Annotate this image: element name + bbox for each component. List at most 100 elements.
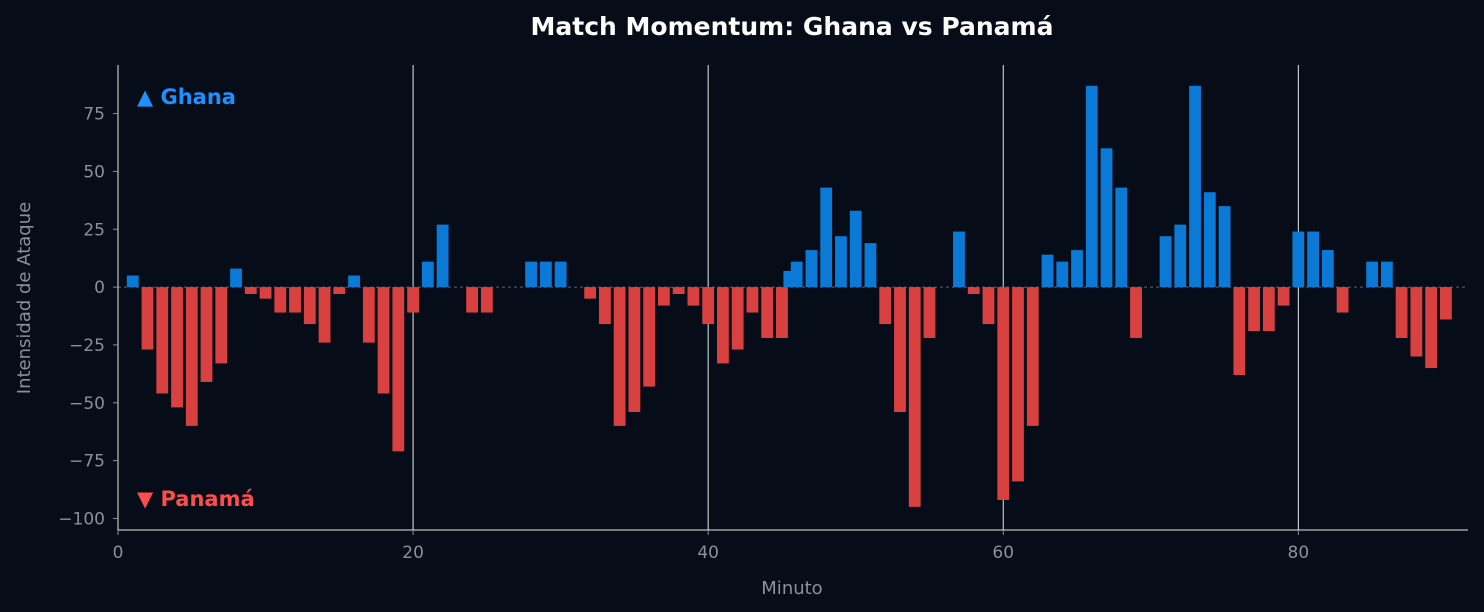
chart-title: Match Momentum: Ghana vs Panamá [531, 12, 1054, 41]
bar-ghana [1174, 224, 1187, 288]
bar-ghana [864, 243, 877, 288]
bar-ghana [348, 275, 360, 288]
bar-ghana [783, 270, 796, 288]
bar-panama [1439, 287, 1452, 320]
bar-ghana [820, 187, 833, 288]
bar-panama [598, 287, 611, 325]
bar-ghana [805, 250, 818, 288]
bar-ghana [436, 224, 449, 288]
bar-ghana [126, 275, 139, 288]
bar-panama [480, 287, 493, 313]
bar-panama [215, 287, 228, 364]
bar-panama [185, 287, 198, 426]
bar-ghana [1307, 231, 1319, 288]
legend-ghana: ▲ Ghana [137, 85, 236, 109]
bar-ghana [1366, 261, 1378, 288]
x-axis-label: Minuto [761, 578, 822, 599]
y-tick-label: 25 [83, 220, 105, 240]
y-tick-label: 50 [83, 162, 105, 182]
bar-panama [628, 287, 641, 413]
bar-panama [894, 287, 906, 413]
x-tick-label: 0 [113, 543, 124, 563]
x-tick-label: 60 [992, 543, 1014, 563]
bar-ghana [230, 268, 242, 288]
bar-ghana [1189, 85, 1201, 288]
bar-panama [731, 287, 744, 350]
x-tick-label: 80 [1288, 543, 1310, 563]
y-tick-label: −25 [69, 336, 105, 356]
y-axis-label: Intensidad de Ataque [14, 202, 35, 394]
bar-panama [333, 287, 346, 295]
bar-panama [303, 287, 316, 325]
bar-panama [274, 287, 287, 313]
bar-ghana [1056, 261, 1069, 288]
bar-panama [702, 287, 715, 325]
bar-ghana [1292, 231, 1305, 288]
bar-panama [362, 287, 375, 343]
y-tick-label: 0 [94, 278, 105, 298]
bar-ghana [1159, 236, 1172, 288]
y-tick-label: −100 [58, 509, 105, 529]
bar-panama [1026, 287, 1039, 426]
bar-panama [776, 287, 788, 338]
bar-panama [1277, 287, 1290, 306]
bar-ghana [1041, 254, 1054, 288]
bar-panama [1012, 287, 1024, 482]
bar-ghana [539, 261, 552, 288]
bar-panama [717, 287, 729, 364]
x-tick-label: 40 [697, 543, 719, 563]
bar-panama [967, 287, 980, 295]
x-tick-label: 20 [402, 543, 424, 563]
bar-ghana [1218, 206, 1231, 288]
bar-panama [318, 287, 331, 343]
bar-panama [672, 287, 685, 295]
bar-panama [879, 287, 892, 325]
bar-panama [200, 287, 213, 382]
bar-panama [1410, 287, 1423, 357]
bar-ghana [1115, 187, 1128, 288]
bars [126, 85, 1452, 507]
bar-panama [908, 287, 921, 507]
bar-panama [1425, 287, 1438, 369]
bar-panama [687, 287, 700, 306]
bar-panama [1248, 287, 1260, 332]
bar-ghana [1203, 192, 1216, 288]
y-tick-label: 75 [83, 105, 105, 125]
bar-panama [1395, 287, 1408, 338]
bar-panama [1233, 287, 1246, 375]
bar-panama [923, 287, 936, 338]
bar-panama [643, 287, 656, 387]
bar-ghana [953, 231, 965, 288]
bar-panama [259, 287, 272, 299]
bar-panama [466, 287, 478, 313]
bar-panama [156, 287, 169, 394]
bar-panama [289, 287, 301, 313]
bar-panama [141, 287, 154, 350]
bar-panama [658, 287, 670, 306]
axes [117, 65, 1468, 531]
bar-ghana [1071, 250, 1083, 288]
bar-ghana [525, 261, 538, 288]
bar-ghana [1100, 148, 1113, 288]
bar-panama [761, 287, 774, 338]
legend-panama: ▼ Panamá [137, 487, 255, 511]
bar-ghana [790, 261, 803, 288]
bar-panama [746, 287, 759, 313]
bar-panama [1336, 287, 1349, 313]
bar-ghana [1321, 250, 1334, 288]
bar-ghana [554, 261, 567, 288]
bar-panama [584, 287, 597, 299]
y-tick-label: −75 [69, 452, 105, 472]
x-ticks: 0 20 40 60 80 [113, 530, 1310, 563]
bar-ghana [835, 236, 847, 288]
bar-panama [244, 287, 257, 295]
bar-ghana [1085, 85, 1098, 288]
bar-ghana [421, 261, 434, 288]
bar-panama [171, 287, 183, 408]
bar-panama [613, 287, 626, 426]
bar-panama [982, 287, 995, 325]
y-ticks: 75 50 25 0 −25 −50 −75 −100 [58, 105, 118, 529]
bar-panama [1130, 287, 1142, 338]
bar-panama [407, 287, 419, 313]
